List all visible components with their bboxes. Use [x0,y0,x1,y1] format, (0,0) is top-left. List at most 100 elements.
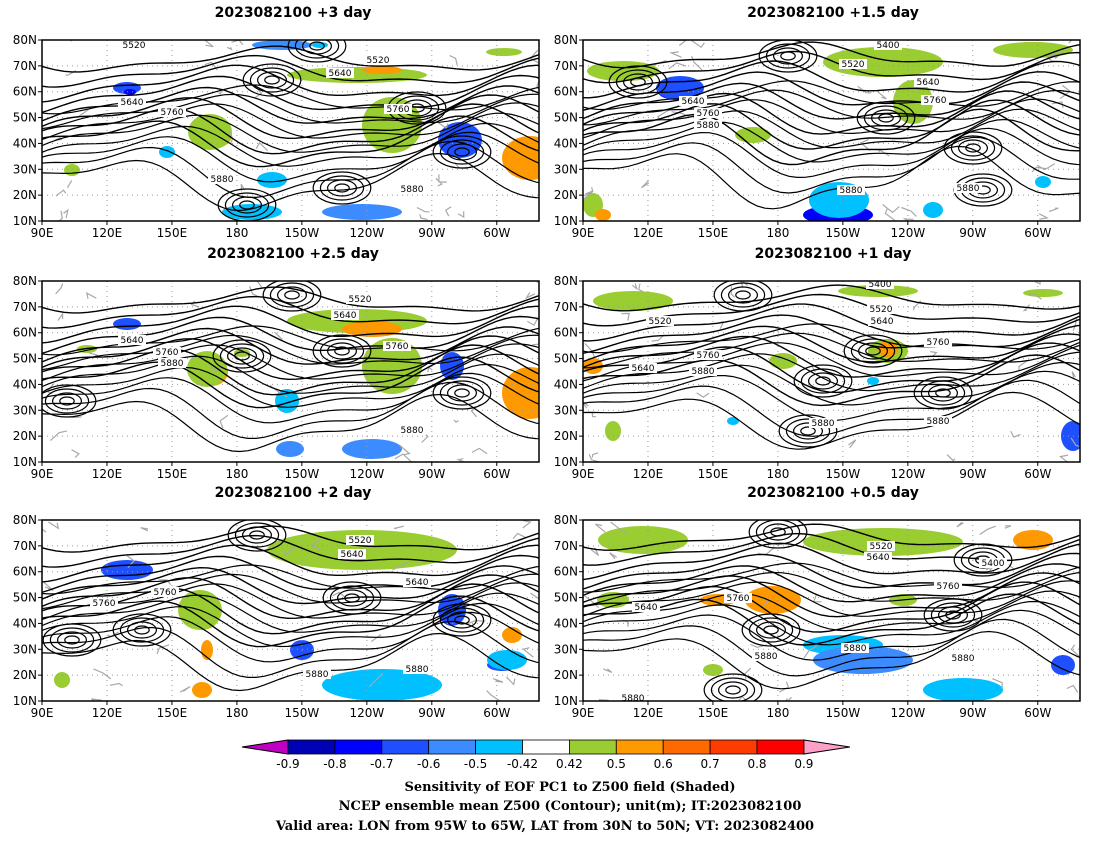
lon-tick-label: 150E [698,226,729,240]
contour-label-bg [689,366,717,376]
contour-line [42,564,539,595]
contour-line [583,571,1080,607]
contour-closed [720,282,766,308]
contour-closed [608,65,668,99]
shading-patch [593,291,673,311]
contour-closed [439,139,485,165]
contour-closed [950,135,996,161]
lon-tick-label: 150E [157,226,188,240]
lat-tick-label: 30N [554,403,578,417]
contour-label: 5400 [877,41,900,51]
lat-tick-label: 70N [13,59,37,73]
contour-label-bg [120,40,148,50]
contour-label-bg [694,350,722,360]
contour-label: 5880 [812,419,835,429]
contour-label: 5640 [632,364,655,374]
lon-tick-label: 150E [157,467,188,481]
contour-label-bg [90,598,118,608]
lon-tick-label: 120E [633,226,664,240]
colorbar-label: -0.7 [370,757,393,771]
lon-tick-label: 150E [157,706,188,720]
contour-closed [878,113,894,123]
contour-closed [439,380,485,406]
contour-label-bg [979,558,1007,568]
lon-tick-label: 90W [959,706,986,720]
contour-line [583,71,1080,111]
z500-contours [42,281,539,453]
contour-label: 5520 [367,56,390,66]
contour-label-bg [629,363,657,373]
contour-closed [327,179,358,197]
lon-tick-label: 150W [825,226,860,240]
contour-closed [758,40,818,73]
colorbar-label: 0.8 [747,757,766,771]
map-frame [582,280,1081,463]
contour-closed [920,380,966,406]
contour-label: 5520 [349,295,372,305]
contour-label-bg [151,587,179,597]
contour-line [583,324,1080,363]
contour-label: 5880 [622,694,645,704]
lon-tick-label: 60W [1024,467,1051,481]
contour-label-bg [632,602,660,612]
colorbar-label: 0.9 [794,757,813,771]
contour-label: 5640 [867,553,890,563]
contour-closed [770,527,786,537]
contour-closed [454,147,470,157]
contour-line [583,332,1080,369]
contour-label-bg [384,104,412,114]
contour-closed [748,520,808,549]
contour-line [583,351,1080,392]
contour-label-bg [864,552,892,562]
contour-closed [344,593,360,603]
shading-patch [234,349,250,357]
lat-tick-label: 60N [13,326,37,340]
contour-closed [59,396,75,406]
colorbar-swatch [709,739,758,755]
lon-tick-label: 150W [284,706,319,720]
lon-tick-label: 90W [959,467,986,481]
contour-line [42,595,539,648]
contour-closed [337,589,368,607]
contour-closed [134,625,150,635]
map-frame [41,280,540,463]
shading-patch [923,678,1003,701]
panel-title: 2023082100 +2 day [215,485,372,501]
lat-tick-label: 60N [13,565,37,579]
contour-closed [224,192,270,218]
lat-tick-label: 70N [13,300,37,314]
contour-closed [57,631,87,649]
shading-patch [838,285,918,297]
contour-label-bg [619,693,647,701]
z500-contours [583,520,1080,701]
lat-tick-label: 10N [554,455,578,469]
map-background [583,281,1080,462]
contour-closed [447,384,478,402]
contour-label: 5880 [957,184,980,194]
contour-label: 5400 [982,559,1005,569]
shading-patch [252,40,312,50]
contour-line [583,98,1080,139]
contour-closed [728,286,759,304]
contour-label: 5520 [870,305,893,315]
contour-closed [334,346,350,356]
contour-label-bg [949,653,977,663]
contour-line [42,103,539,155]
contour-label-bg [326,68,354,78]
lat-tick-label: 60N [554,565,578,579]
lat-tick-label: 50N [13,352,37,366]
colorbar-label: 0.6 [654,757,673,771]
contour-label: 5880 [755,652,778,662]
colorbar: -0.9 -0.8 -0.7 -0.6 -0.5 -0.42 0.42 0.5 0.6 0.7 0.… [241,739,850,771]
contour-closed [630,77,646,87]
colorbar-swatch [522,739,570,755]
contour-closed [319,338,365,364]
lon-tick-label: 150E [698,467,729,481]
lat-tick-label: 10N [13,694,37,708]
lon-tick-label: 60W [483,226,510,240]
contour-label-bg [398,184,426,194]
contour-label: 5880 [692,367,715,377]
contour-label: 5520 [842,60,865,70]
